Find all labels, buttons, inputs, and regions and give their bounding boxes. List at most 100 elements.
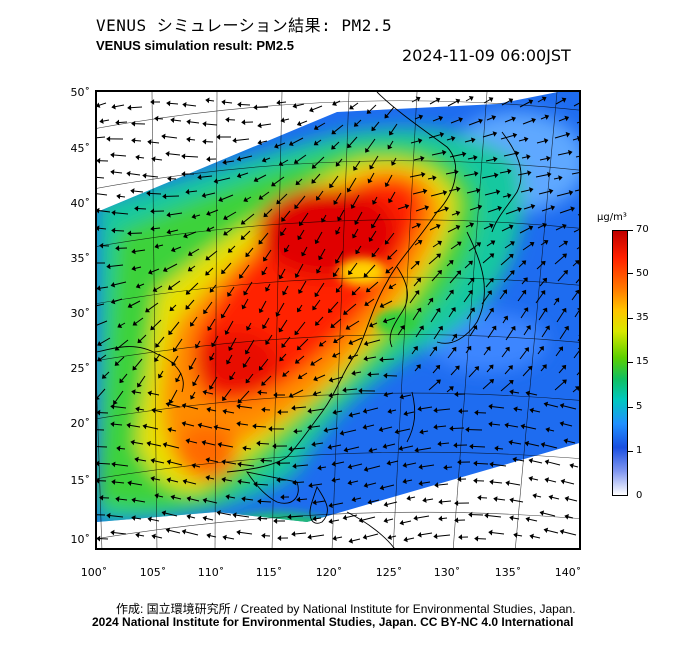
wind-arrow-shaft [97, 320, 108, 326]
wind-arrow-head [348, 270, 353, 275]
wind-arrow-head [382, 317, 388, 324]
wind-arrow-head [257, 139, 262, 146]
wind-arrow-head [260, 457, 265, 464]
lon-tick-125: 125˚ [375, 566, 403, 579]
wind-arrow-head [563, 240, 569, 246]
wind-arrow-head [97, 477, 100, 484]
wind-arrow-head [158, 373, 163, 379]
wind-arrow-head [568, 190, 574, 196]
wind-arrow-head [265, 286, 271, 292]
wind-arrow-head [491, 115, 497, 121]
wind-arrow-head [511, 116, 516, 122]
wind-arrow-head [209, 384, 214, 390]
wind-arrow-head [351, 290, 357, 296]
wind-arrow-head [477, 494, 482, 501]
wind-arrow-head [258, 365, 264, 371]
wind-arrow-head [131, 497, 136, 504]
wind-arrow-head [292, 103, 298, 109]
wind-arrow-head [116, 193, 121, 200]
wind-arrow-head [181, 153, 186, 160]
wind-arrow-head [488, 529, 493, 536]
wind-arrow-head [418, 325, 424, 331]
wind-arrow-head [276, 477, 281, 483]
wind-arrow-head [106, 512, 111, 519]
wind-arrow-head [522, 277, 528, 283]
wind-arrow-head [337, 216, 343, 222]
wind-arrow-head [258, 239, 264, 245]
wind-arrow-head [323, 427, 328, 433]
wind-arrow-shaft [97, 446, 108, 448]
lat-tick-20: 20˚ [70, 417, 91, 430]
wind-arrow-head [320, 217, 326, 223]
wind-arrow-head [225, 116, 230, 123]
wind-arrow-head [279, 356, 285, 362]
wind-arrow-head [97, 409, 101, 416]
graticule [97, 92, 579, 548]
wind-arrow-head [332, 409, 337, 415]
wind-arrow-head [474, 171, 479, 177]
wind-arrow-head [379, 484, 385, 491]
wind-arrow-head [97, 225, 100, 232]
wind-arrow-head [418, 480, 423, 487]
wind-arrow-head [455, 186, 461, 192]
wind-arrow-head [97, 460, 100, 467]
wind-arrow-head [505, 480, 510, 486]
wind-arrow-head [261, 157, 267, 163]
wind-arrow-head [512, 456, 517, 463]
wind-arrow-head [242, 362, 248, 368]
wind-arrow-head [206, 406, 211, 413]
wind-arrow-head [438, 325, 443, 331]
wind-arrow-head [211, 342, 217, 348]
wind-arrow-head [317, 464, 322, 471]
wind-arrow-head [454, 169, 459, 176]
wind-arrow-head [224, 329, 230, 335]
wind-arrow-head [565, 131, 571, 138]
wind-arrow-head [328, 502, 333, 509]
wind-arrow-head [424, 205, 430, 211]
wind-arrow-head [166, 477, 172, 483]
wind-arrow-head [135, 532, 140, 538]
wind-arrow-head [280, 117, 285, 123]
wind-arrow-head [448, 260, 454, 265]
wind-arrow-head [505, 346, 510, 352]
wind-arrow-head [434, 482, 439, 488]
wind-arrow-head [489, 479, 494, 485]
wind-arrow-head [277, 535, 282, 541]
wind-arrow-head [497, 205, 502, 212]
wind-arrow-head [353, 165, 359, 171]
wind-arrow-head [150, 225, 155, 232]
wind-arrow-head [488, 277, 494, 283]
wind-arrow-head [329, 183, 335, 189]
wind-arrow-head [417, 239, 423, 245]
wind-arrow-head [261, 532, 266, 539]
wind-arrow-head [544, 459, 550, 465]
wind-arrow-head [493, 496, 498, 502]
wind-arrow-head [462, 151, 467, 158]
wind-arrow-head [166, 229, 172, 235]
wind-arrow-head [540, 290, 546, 295]
wind-arrow-head [422, 188, 428, 195]
wind-arrow-head [543, 239, 549, 245]
wind-arrow-head [292, 463, 297, 469]
wind-arrow-head [367, 178, 373, 184]
wind-arrow-head [508, 253, 514, 259]
wind-arrow-head [389, 130, 394, 136]
lon-tick-100: 100˚ [80, 566, 108, 579]
wind-arrow-head [315, 320, 320, 326]
wind-arrow-head [363, 355, 368, 362]
wind-arrow-head [150, 325, 156, 331]
wind-arrow-head [221, 476, 226, 483]
wind-arrow-head [209, 355, 215, 361]
wind-arrow-head [577, 347, 579, 350]
wind-arrow-head [126, 422, 131, 429]
wind-arrow-head [213, 178, 219, 184]
wind-arrow-head [97, 102, 101, 108]
wind-arrow-head [515, 150, 520, 157]
wind-arrow-head [384, 239, 390, 245]
wind-arrow-head [328, 377, 334, 383]
wind-arrow-head [330, 323, 336, 328]
wind-arrow-head [99, 494, 104, 501]
wind-arrow-head [368, 236, 374, 242]
wind-arrow-head [258, 308, 264, 314]
wind-arrow-head [513, 406, 518, 412]
